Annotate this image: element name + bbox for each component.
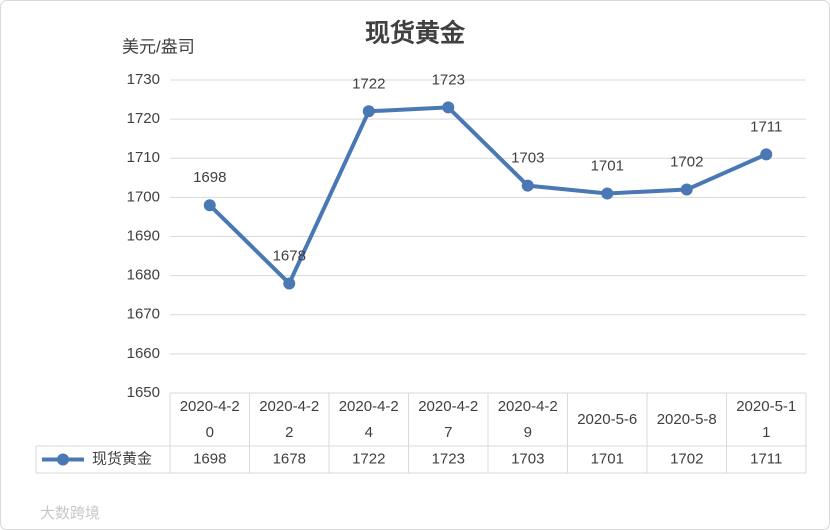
data-label: 1723 bbox=[432, 71, 465, 88]
data-point bbox=[283, 277, 296, 290]
y-tick-label: 1670 bbox=[127, 306, 160, 323]
y-tick-label: 1720 bbox=[127, 110, 160, 127]
data-label: 1722 bbox=[352, 75, 385, 92]
legend-label: 现货黄金 bbox=[92, 450, 152, 467]
data-label: 1698 bbox=[193, 169, 226, 186]
table-category: 2020-4-24 bbox=[338, 397, 399, 441]
watermark: 大数跨境 bbox=[40, 504, 100, 522]
table-value: 1678 bbox=[273, 450, 306, 467]
data-label: 1678 bbox=[273, 247, 306, 264]
table-value: 1703 bbox=[511, 450, 544, 467]
table-category: 2020-5-11 bbox=[736, 397, 797, 441]
data-point bbox=[760, 148, 773, 161]
legend-marker bbox=[57, 453, 69, 466]
table-value: 1701 bbox=[591, 450, 624, 467]
table-value: 1711 bbox=[750, 450, 782, 467]
table-category: 2020-4-27 bbox=[418, 397, 479, 441]
y-tick-label: 1690 bbox=[127, 227, 160, 244]
data-point bbox=[521, 179, 534, 192]
table-category: 2020-4-22 bbox=[259, 397, 320, 441]
data-label: 1701 bbox=[591, 157, 624, 174]
series-line bbox=[208, 105, 768, 286]
chart-title: 现货黄金 bbox=[365, 19, 466, 48]
table-category: 2020-4-29 bbox=[497, 397, 558, 441]
y-tick-label: 1730 bbox=[127, 71, 160, 88]
table-category: 2020-4-20 bbox=[179, 397, 240, 441]
data-label: 1702 bbox=[670, 154, 703, 171]
y-axis-label: 美元/盎司 bbox=[122, 37, 195, 56]
data-point bbox=[680, 183, 693, 196]
y-tick-label: 1710 bbox=[127, 149, 160, 166]
y-tick-label: 1650 bbox=[127, 384, 160, 401]
data-point bbox=[442, 101, 455, 114]
table-value: 1698 bbox=[193, 450, 226, 467]
y-tick-label: 1700 bbox=[127, 188, 160, 205]
table-value: 1723 bbox=[432, 450, 465, 467]
table-category: 2020-5-6 bbox=[577, 410, 638, 428]
data-point bbox=[203, 199, 216, 212]
data-label: 1711 bbox=[750, 118, 782, 135]
y-tick-label: 1660 bbox=[127, 345, 160, 362]
data-point bbox=[362, 105, 375, 118]
y-tick-label: 1680 bbox=[127, 267, 160, 284]
table-category: 2020-5-8 bbox=[656, 410, 717, 428]
data-label: 1703 bbox=[511, 150, 544, 167]
table-value: 1702 bbox=[670, 450, 703, 467]
data-point bbox=[601, 187, 614, 200]
table-value: 1722 bbox=[352, 450, 385, 467]
